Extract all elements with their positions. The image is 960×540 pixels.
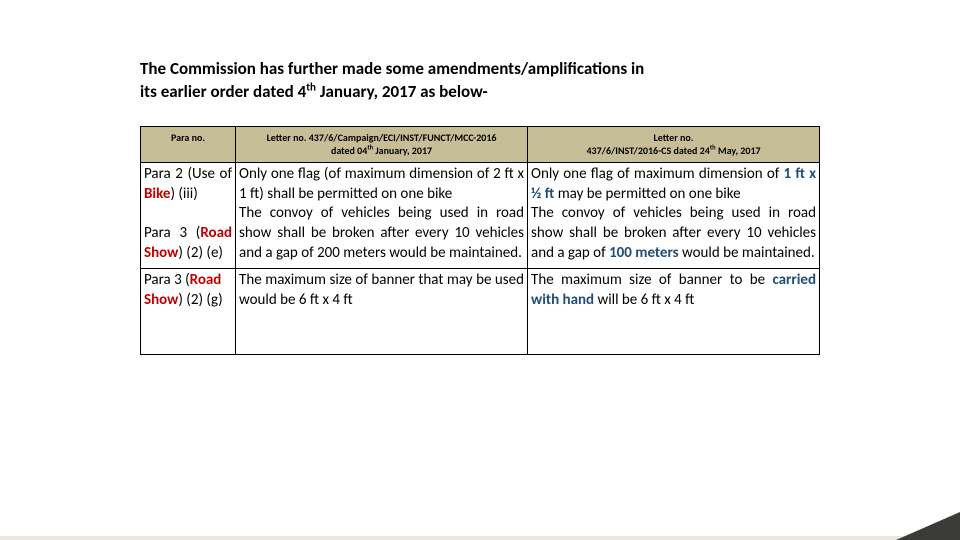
r3-new-a: The maximum size of banner to be: [531, 271, 772, 289]
r3-para-a: Para 3 (: [144, 271, 190, 289]
header-old-letter: Letter no. 437/6/Campaign/ECI/INST/FUNCT…: [236, 126, 528, 162]
r1-para-a: Para 2 (Use of: [144, 165, 232, 183]
cell-para-1: Para 2 (Use of Bike) (iii) Para 3 (Road …: [141, 162, 236, 268]
r3-new-c: will be 6 ft x 4 ft: [594, 291, 694, 309]
table-header-row: Para no. Letter no. 437/6/Campaign/ECI/I…: [141, 126, 820, 162]
document-page: The Commission has further made some ame…: [0, 0, 960, 355]
header-new-b: 437/6/INST/2016-CS dated 24: [586, 144, 709, 157]
r2-para-a: Para 3 (: [144, 224, 200, 242]
bottom-stripe: [0, 536, 960, 540]
r2-new-b: 100 meters: [609, 244, 679, 262]
heading-line1: The Commission has further made some ame…: [140, 58, 644, 79]
header-new-a: Letter no.: [654, 131, 694, 144]
r1-new-c: may be permitted on one bike: [554, 185, 740, 203]
heading-line2a: its earlier order dated 4: [140, 81, 306, 102]
header-old-c: January, 2017: [373, 144, 432, 157]
header-old-a: Letter no. 437/6/Campaign/ECI/INST/FUNCT…: [267, 131, 497, 144]
header-para-no-text: Para no.: [171, 131, 205, 144]
corner-decoration: [896, 512, 960, 540]
cell-new-1: Only one flag of maximum dimension of 1 …: [528, 162, 820, 268]
r1-para-b: Bike: [144, 185, 170, 203]
header-para-no: Para no.: [141, 126, 236, 162]
r2-new-c: would be maintained.: [679, 244, 815, 262]
header-new-c: May, 2017: [716, 144, 761, 157]
r2-para-c: ) (2) (e): [178, 244, 223, 262]
page-heading: The Commission has further made some ame…: [140, 58, 820, 104]
r1-new-a: Only one flag of maximum dimension of: [531, 165, 784, 183]
table-row: Para 3 (Road Show) (2) (g) The maximum s…: [141, 268, 820, 354]
heading-sup: th: [306, 79, 316, 93]
cell-para-3: Para 3 (Road Show) (2) (g): [141, 268, 236, 354]
r1-para-c: ) (iii): [170, 185, 197, 203]
r3-old: The maximum size of banner that may be u…: [239, 271, 524, 309]
heading-line2b: January, 2017 as below-: [316, 81, 488, 102]
r3-para-c: ) (2) (g): [178, 291, 222, 309]
cell-new-3: The maximum size of banner to be carried…: [528, 268, 820, 354]
r1-old: Only one flag (of maximum dimension of 2…: [239, 165, 524, 203]
cell-old-3: The maximum size of banner that may be u…: [236, 268, 528, 354]
header-new-letter: Letter no. 437/6/INST/2016-CS dated 24th…: [528, 126, 820, 162]
cell-old-1: Only one flag (of maximum dimension of 2…: [236, 162, 528, 268]
r2-old: The convoy of vehicles being used in roa…: [239, 204, 524, 262]
amendments-table: Para no. Letter no. 437/6/Campaign/ECI/I…: [140, 126, 820, 355]
header-old-b: dated 04: [331, 144, 367, 157]
